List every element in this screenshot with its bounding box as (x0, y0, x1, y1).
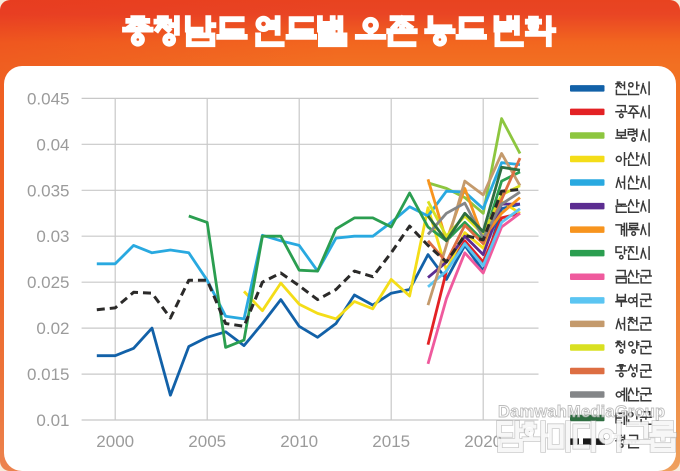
svg-text:0.02: 0.02 (36, 319, 69, 338)
svg-text:2015: 2015 (372, 432, 410, 451)
svg-text:0.045: 0.045 (27, 89, 70, 108)
svg-text:0.01: 0.01 (36, 411, 69, 430)
svg-text:0.04: 0.04 (36, 135, 69, 154)
svg-text:2005: 2005 (188, 432, 226, 451)
svg-text:DamwahMediaGroup: DamwahMediaGroup (498, 403, 665, 421)
svg-text:0.035: 0.035 (27, 181, 70, 200)
svg-text:2010: 2010 (280, 432, 318, 451)
svg-text:2020: 2020 (464, 432, 502, 451)
svg-text:2000: 2000 (96, 432, 134, 451)
svg-text:0.025: 0.025 (27, 273, 70, 292)
svg-text:0.015: 0.015 (27, 365, 70, 384)
svg-text:0.03: 0.03 (36, 227, 69, 246)
